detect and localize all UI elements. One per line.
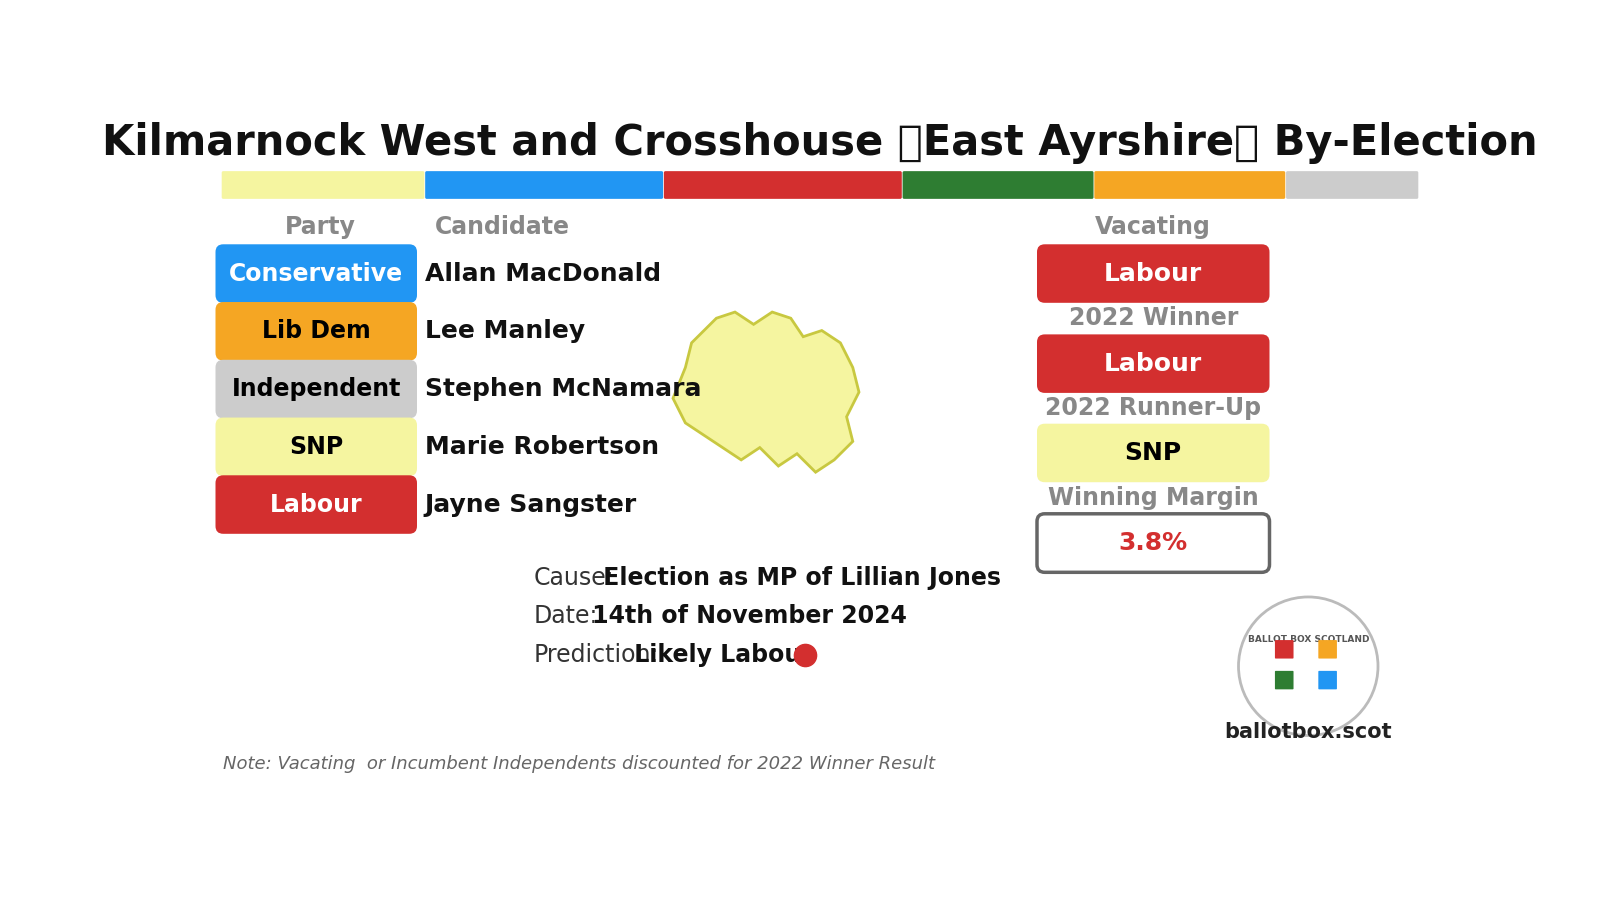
FancyBboxPatch shape xyxy=(1318,640,1338,659)
Text: Lib Dem: Lib Dem xyxy=(262,320,371,343)
Text: 2022 Winner: 2022 Winner xyxy=(1069,306,1238,330)
FancyBboxPatch shape xyxy=(216,302,418,361)
Text: Candidate: Candidate xyxy=(435,215,570,239)
FancyBboxPatch shape xyxy=(1318,670,1338,689)
FancyBboxPatch shape xyxy=(902,171,1093,199)
Text: Cause:: Cause: xyxy=(533,566,614,590)
Text: Winning Margin: Winning Margin xyxy=(1048,486,1259,510)
FancyBboxPatch shape xyxy=(1286,171,1418,199)
Text: SNP: SNP xyxy=(290,435,344,459)
Text: Labour: Labour xyxy=(1104,262,1202,285)
FancyBboxPatch shape xyxy=(1037,424,1269,482)
Text: Jayne Sangster: Jayne Sangster xyxy=(424,492,637,517)
FancyBboxPatch shape xyxy=(222,171,424,199)
Text: Independent: Independent xyxy=(232,377,402,401)
Text: 3.8%: 3.8% xyxy=(1118,531,1187,555)
Text: ballotbox.scot: ballotbox.scot xyxy=(1224,722,1392,742)
Text: 2022 Runner-Up: 2022 Runner-Up xyxy=(1045,396,1261,420)
Text: Party: Party xyxy=(285,215,355,239)
Text: Lee Manley: Lee Manley xyxy=(424,320,586,343)
Text: Likely Labour: Likely Labour xyxy=(626,643,813,667)
Text: Kilmarnock West and Crosshouse （East Ayrshire） By-Election: Kilmarnock West and Crosshouse （East Ayr… xyxy=(102,122,1538,164)
Text: 14th of November 2024: 14th of November 2024 xyxy=(584,604,907,628)
FancyBboxPatch shape xyxy=(216,418,418,476)
Text: Allan MacDonald: Allan MacDonald xyxy=(424,262,661,285)
FancyBboxPatch shape xyxy=(1094,171,1285,199)
FancyBboxPatch shape xyxy=(216,244,418,302)
Text: Conservative: Conservative xyxy=(229,262,403,285)
FancyBboxPatch shape xyxy=(216,360,418,418)
Text: Election as MP of Lillian Jones: Election as MP of Lillian Jones xyxy=(595,566,1002,590)
Text: BALLOT BOX SCOTLAND: BALLOT BOX SCOTLAND xyxy=(1248,634,1370,644)
FancyBboxPatch shape xyxy=(664,171,902,199)
FancyBboxPatch shape xyxy=(1037,514,1269,572)
FancyBboxPatch shape xyxy=(1275,670,1293,689)
Text: Prediction:: Prediction: xyxy=(533,643,659,667)
Text: Marie Robertson: Marie Robertson xyxy=(424,435,659,459)
Text: SNP: SNP xyxy=(1125,441,1182,465)
FancyBboxPatch shape xyxy=(1275,640,1293,659)
Text: Labour: Labour xyxy=(1104,352,1202,375)
FancyBboxPatch shape xyxy=(1037,244,1269,302)
FancyBboxPatch shape xyxy=(426,171,662,199)
Text: Vacating: Vacating xyxy=(1096,215,1211,239)
Text: Labour: Labour xyxy=(270,492,363,517)
Text: Stephen McNamara: Stephen McNamara xyxy=(424,377,701,401)
Polygon shape xyxy=(674,312,859,472)
Text: Note: Vacating  or Incumbent Independents discounted for 2022 Winner Result: Note: Vacating or Incumbent Independents… xyxy=(224,755,936,773)
FancyBboxPatch shape xyxy=(216,475,418,534)
FancyBboxPatch shape xyxy=(1037,335,1269,393)
Text: Date:: Date: xyxy=(533,604,598,628)
